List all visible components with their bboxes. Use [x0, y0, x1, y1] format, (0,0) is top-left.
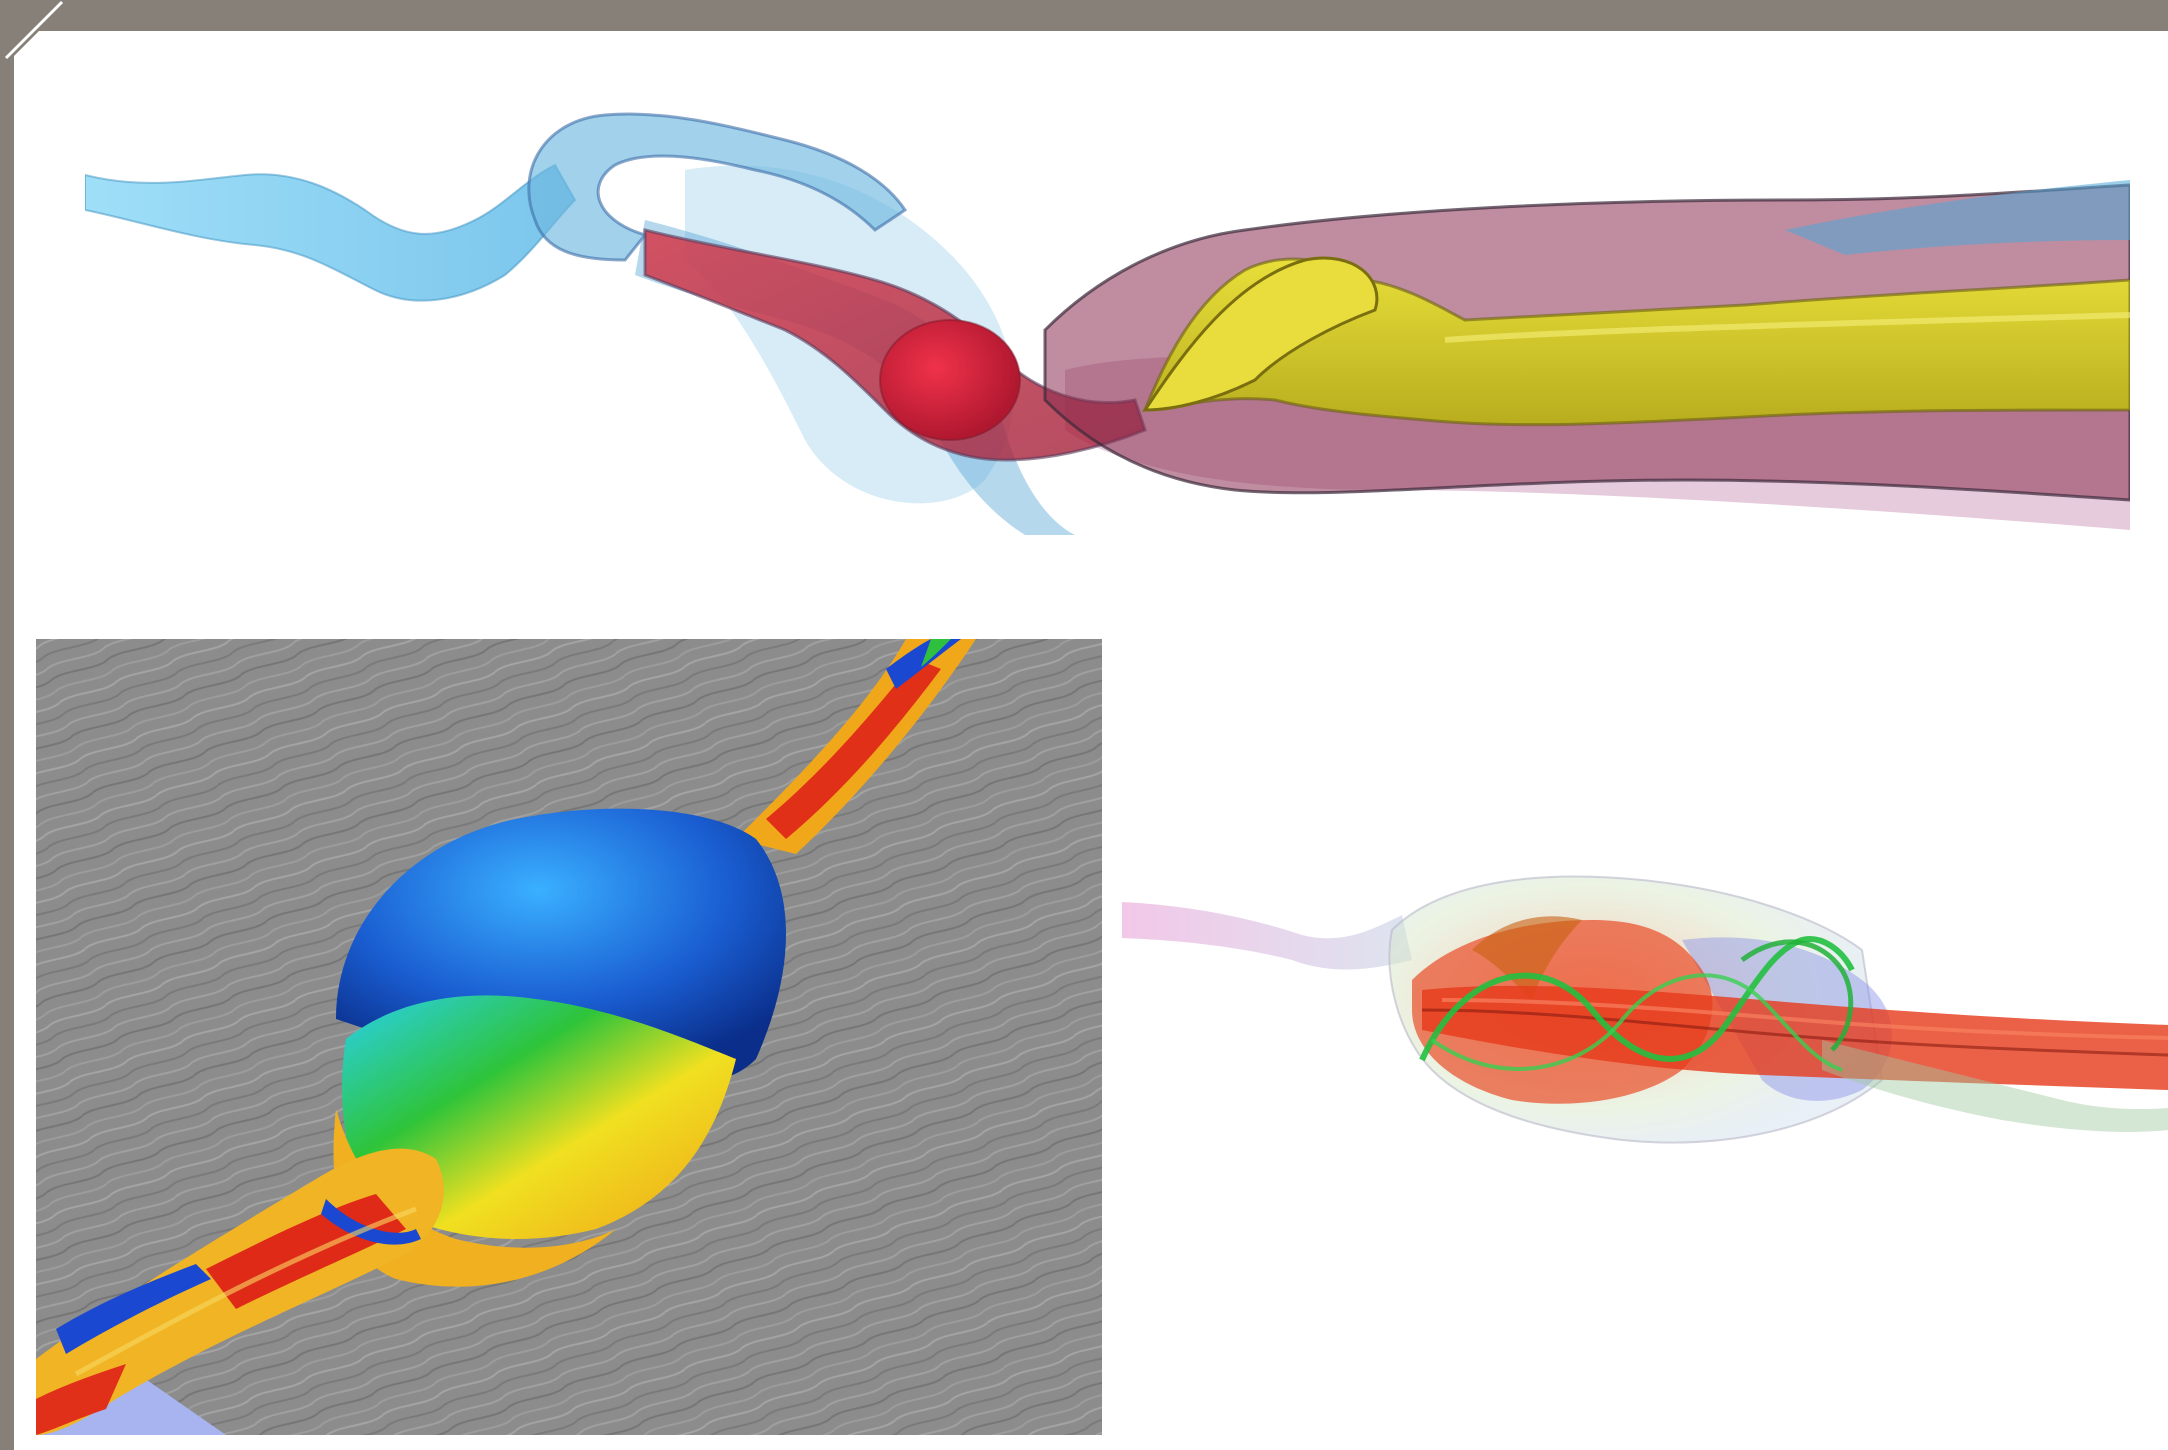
lower-tube-red-tip	[36, 1364, 126, 1435]
inner-folds	[1472, 916, 1582, 1000]
lower-tube-stripe	[74, 1206, 417, 1377]
upper-tube-green-band	[921, 639, 951, 667]
frame-left-bar	[0, 0, 14, 1450]
yellow-cap	[1142, 256, 1379, 412]
outflow-tube-dark-line	[1421, 1008, 2168, 1057]
colored-stream-surface	[36, 639, 1102, 1435]
vortex-breakdown-surface	[1122, 875, 2168, 1144]
green-streamline	[1430, 973, 1843, 1072]
green-streamline	[1740, 939, 1854, 1052]
lower-tube-blue-edge	[321, 1199, 421, 1245]
green-streamline	[1419, 936, 1855, 1062]
frame-corner-decoration	[0, 0, 70, 70]
outflow-wake	[1822, 1040, 2168, 1132]
frame-top-bar	[0, 0, 2168, 31]
upper-tube-red-band	[766, 659, 941, 839]
red-vortex-core	[879, 319, 1021, 441]
inflow-stem	[1122, 902, 1412, 970]
lower-tube-blue-band	[56, 1264, 211, 1354]
bottom-left-panel	[36, 639, 1102, 1435]
tube-highlight	[1444, 312, 2130, 343]
flow-surface-visualization	[85, 112, 2130, 535]
blue-envelope	[1785, 180, 2130, 255]
blue-loop	[527, 112, 908, 262]
top-panel	[85, 110, 2130, 540]
outflow-tube-highlight	[1441, 998, 2168, 1040]
bottom-right-panel	[1122, 860, 2168, 1200]
blue-ribbon	[85, 163, 577, 302]
